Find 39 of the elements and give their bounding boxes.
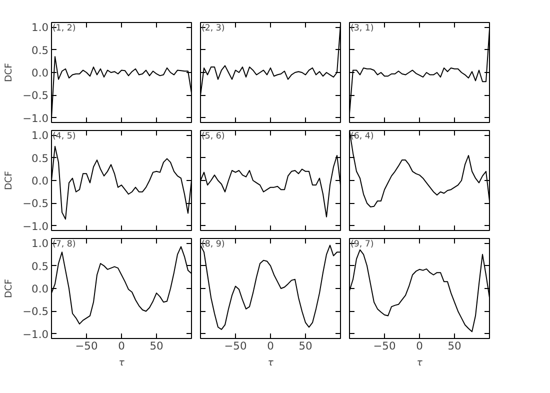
x-tick-label: 0 bbox=[416, 340, 424, 352]
x-axis-title: τ bbox=[268, 358, 274, 368]
y-tick-label: −1.0 bbox=[22, 328, 49, 341]
y-tick-label: 0.0 bbox=[32, 66, 49, 80]
y-tick-label: 0.0 bbox=[32, 282, 49, 296]
y-tick-label: 0.0 bbox=[32, 174, 49, 188]
y-tick-label: −0.5 bbox=[22, 305, 49, 318]
y-tick-label: 1.0 bbox=[32, 129, 49, 142]
annotation: (9, 7) bbox=[350, 240, 374, 250]
x-tick-label: −50 bbox=[75, 340, 98, 352]
annotation: (1, 2) bbox=[52, 24, 76, 34]
y-tick-label: 1.0 bbox=[32, 237, 49, 250]
y-tick-label: −1.0 bbox=[22, 220, 49, 233]
annotation: (6, 4) bbox=[350, 132, 374, 142]
annotation: (5, 6) bbox=[202, 132, 225, 142]
y-tick-label: 0.5 bbox=[32, 152, 49, 165]
x-tick-label: 50 bbox=[150, 340, 164, 352]
y-tick-label: −1.0 bbox=[22, 112, 49, 125]
y-tick-label: −0.5 bbox=[22, 89, 49, 102]
annotation: (3, 1) bbox=[350, 24, 374, 34]
annotation: (7, 8) bbox=[52, 240, 76, 250]
x-axis-title: τ bbox=[118, 358, 125, 368]
x-tick-label: 0 bbox=[267, 340, 274, 352]
y-tick-label: −0.5 bbox=[22, 197, 49, 210]
y-tick-label: 1.0 bbox=[32, 21, 49, 34]
y-axis-title: DCF bbox=[4, 278, 15, 298]
y-tick-label: 0.5 bbox=[32, 260, 49, 273]
x-tick-label: −50 bbox=[224, 340, 247, 352]
y-tick-label: 0.5 bbox=[32, 44, 49, 57]
y-axis-title: DCF bbox=[4, 62, 15, 82]
x-axis-title: τ bbox=[416, 358, 423, 368]
y-axis-title: DCF bbox=[4, 170, 15, 190]
x-tick-label: 50 bbox=[448, 340, 462, 352]
annotation: (8, 9) bbox=[202, 240, 225, 250]
annotation: (4, 5) bbox=[52, 132, 76, 142]
x-tick-label: 50 bbox=[298, 340, 312, 352]
x-tick-label: 0 bbox=[118, 340, 126, 352]
annotation: (2, 3) bbox=[202, 24, 225, 34]
x-tick-label: −50 bbox=[373, 340, 396, 352]
